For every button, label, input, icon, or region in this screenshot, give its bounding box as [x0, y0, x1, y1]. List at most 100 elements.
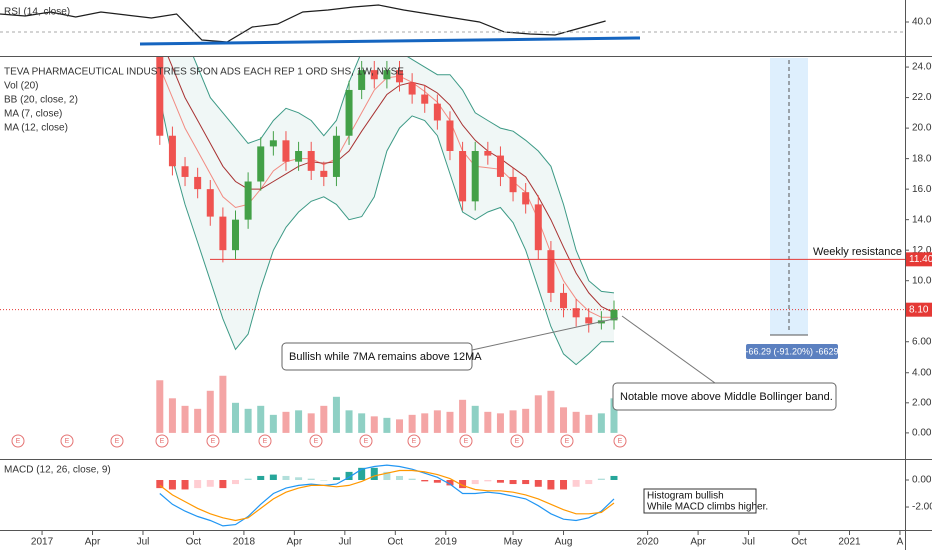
volume-bar [572, 411, 580, 433]
y-tick-label: 0.00 [912, 475, 932, 486]
earnings-marker [613, 434, 627, 448]
macd-histogram [610, 475, 618, 480]
candle-body [257, 146, 265, 182]
x-tick-label: A [897, 537, 904, 548]
callout-box [643, 488, 757, 514]
volume-bar [282, 411, 290, 433]
volume-bar [156, 380, 164, 433]
callout-text: While MACD climbs higher. [647, 502, 768, 513]
candle-body [358, 70, 366, 90]
macd-histogram [232, 480, 240, 485]
callout-text: Notable move above Middle Bollinger band… [620, 391, 833, 403]
y-tick-label: 22.00 [912, 92, 932, 103]
earnings-marker [309, 434, 323, 448]
macd-histogram [257, 475, 265, 480]
macd-histogram [156, 480, 164, 489]
candle-body [244, 181, 252, 220]
measure-label: -66.29 (-91.20%) -6629 [745, 346, 838, 356]
macd-histogram [168, 480, 176, 490]
measure-label-box [746, 344, 838, 359]
volume-bar [168, 398, 176, 433]
macd-line [159, 469, 615, 522]
earnings-label: E [115, 438, 120, 445]
rsi-line [0, 4, 606, 43]
macd-histogram [282, 475, 290, 480]
volume-bar [585, 414, 593, 433]
volume-bar [244, 408, 252, 433]
volume-bar [597, 413, 605, 433]
y-tick-label: 10.00 [912, 275, 932, 286]
volume-bar [496, 413, 504, 433]
x-tick-label: Aug [555, 537, 573, 548]
candle-body [433, 103, 441, 121]
indicator-label: MA (7, close) [4, 109, 62, 120]
macd-histogram [269, 474, 277, 480]
candle-body [496, 155, 504, 177]
price-line-label: Weekly resistance [813, 246, 902, 258]
macd-histogram [345, 471, 353, 480]
macd-histogram [219, 480, 227, 489]
volume-bar [383, 417, 391, 433]
earnings-label: E [160, 438, 165, 445]
macd-histogram [370, 467, 378, 480]
candle-body [522, 192, 530, 205]
earnings-marker [459, 434, 473, 448]
earnings-label: E [618, 438, 623, 445]
x-tick-label: 2019 [435, 537, 458, 548]
macd-line [159, 464, 615, 527]
y-tick-label: 18.00 [912, 153, 932, 164]
candle-body [206, 189, 214, 217]
candle-body [408, 82, 416, 95]
candle-body [269, 140, 277, 147]
x-tick-label: 2021 [838, 537, 861, 548]
volume-bar [610, 398, 618, 433]
pane-label: RSI (14, close) [4, 7, 70, 18]
y-tick-label: 0.00 [912, 428, 932, 439]
volume-bar [370, 416, 378, 433]
candle-body [471, 150, 479, 202]
x-tick-label: Apr [85, 537, 101, 548]
y-tick-label: 20.00 [912, 123, 932, 134]
candle-body [181, 166, 189, 177]
callout-box [612, 382, 837, 411]
candle-body [396, 70, 404, 83]
macd-histogram [433, 480, 441, 483]
macd-histogram [307, 478, 315, 480]
x-tick-label: Apr [690, 537, 706, 548]
volume-bar [307, 413, 315, 433]
macd-histogram [471, 480, 479, 485]
macd-histogram [560, 480, 568, 490]
macd-histogram [496, 480, 504, 483]
earnings-marker [359, 434, 373, 448]
bb-lower [159, 97, 614, 366]
y-tick-label: 2.00 [912, 397, 932, 408]
macd-histogram [358, 467, 366, 480]
candle-body [282, 140, 290, 162]
x-tick-label: May [504, 537, 523, 548]
price-label: 8.10 [909, 304, 929, 315]
volume-bar [219, 375, 227, 433]
price-label-box [906, 302, 932, 317]
volume-bar [396, 419, 404, 433]
x-tick-label: Oct [388, 537, 404, 548]
candle-body [332, 135, 340, 177]
macd-histogram [320, 480, 328, 481]
earnings-label: E [464, 438, 469, 445]
candle-body [295, 150, 303, 162]
earnings-label: E [515, 438, 520, 445]
volume-bar [206, 390, 214, 433]
volume-bar [522, 408, 530, 433]
earnings-label: E [364, 438, 369, 445]
x-tick-label: 2018 [233, 537, 256, 548]
x-tick-label: Oct [791, 537, 807, 548]
candle-body [446, 120, 454, 151]
trend-line [139, 36, 641, 46]
earnings-label: E [263, 438, 268, 445]
macd-histogram [396, 475, 404, 480]
candle-body [156, 57, 164, 136]
earnings-marker [407, 434, 421, 448]
macd-histogram [522, 480, 530, 485]
x-tick-label: 2017 [31, 537, 54, 548]
macd-histogram [181, 480, 189, 490]
x-tick-label: 2020 [637, 537, 660, 548]
